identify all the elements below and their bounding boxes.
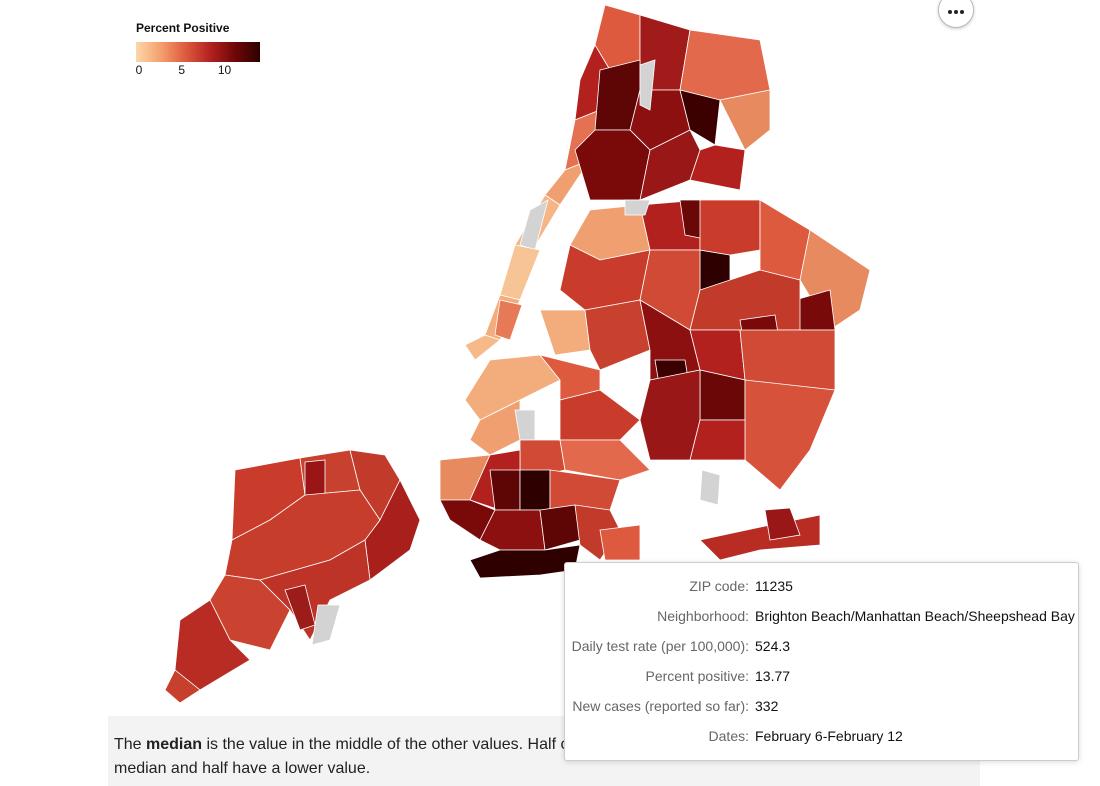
- queens: [539, 199, 871, 561]
- tooltip: ZIP code: 11235 Neighborhood: Brighton Beac…: [564, 562, 1079, 761]
- legend-tick-label: 0: [135, 63, 143, 77]
- tooltip-label: Daily test rate (per 100,000):: [571, 638, 749, 654]
- tooltip-row: ZIP code: 11235: [565, 576, 1078, 596]
- legend-tick-label: 10: [217, 63, 232, 77]
- tooltip-row: Percent positive: 13.77: [565, 666, 1078, 686]
- legend-gradient: [136, 42, 260, 62]
- tooltip-value: 13.77: [755, 668, 791, 684]
- tooltip-label: ZIP code:: [689, 578, 749, 594]
- tooltip-value: February 6-February 12: [755, 728, 903, 744]
- menu-dot: [948, 10, 952, 14]
- tooltip-value: 524.3: [755, 638, 791, 654]
- tooltip-label: New cases (reported so far):: [572, 698, 749, 714]
- tooltip-row: Daily test rate (per 100,000): 524.3: [565, 636, 1078, 656]
- tooltip-row: Neighborhood: Brighton Beach/Manhattan Be…: [565, 606, 1078, 626]
- tooltip-row: Dates: February 6-February 12: [565, 726, 1078, 746]
- tooltip-label: Percent positive:: [645, 668, 750, 684]
- menu-dot: [960, 10, 964, 14]
- staten-island: [164, 449, 421, 704]
- menu-dot: [954, 10, 958, 14]
- brooklyn: [439, 354, 651, 579]
- tooltip-value: Brighton Beach/Manhattan Beach/Sheepshea…: [755, 608, 1075, 624]
- tooltip-row: New cases (reported so far): 332: [565, 696, 1078, 716]
- manhattan: [464, 4, 641, 361]
- tooltip-value: 11235: [755, 578, 793, 594]
- legend-title: Percent Positive: [136, 21, 230, 35]
- menu-button[interactable]: [938, 0, 974, 28]
- note-part: The: [114, 736, 147, 753]
- note-emphasis: median: [146, 736, 203, 753]
- legend-tick-label: 5: [178, 63, 186, 77]
- tooltip-value: 332: [755, 698, 779, 714]
- tooltip-label: Neighborhood:: [657, 608, 749, 624]
- tooltip-label: Dates:: [708, 728, 749, 744]
- bronx: [574, 14, 771, 201]
